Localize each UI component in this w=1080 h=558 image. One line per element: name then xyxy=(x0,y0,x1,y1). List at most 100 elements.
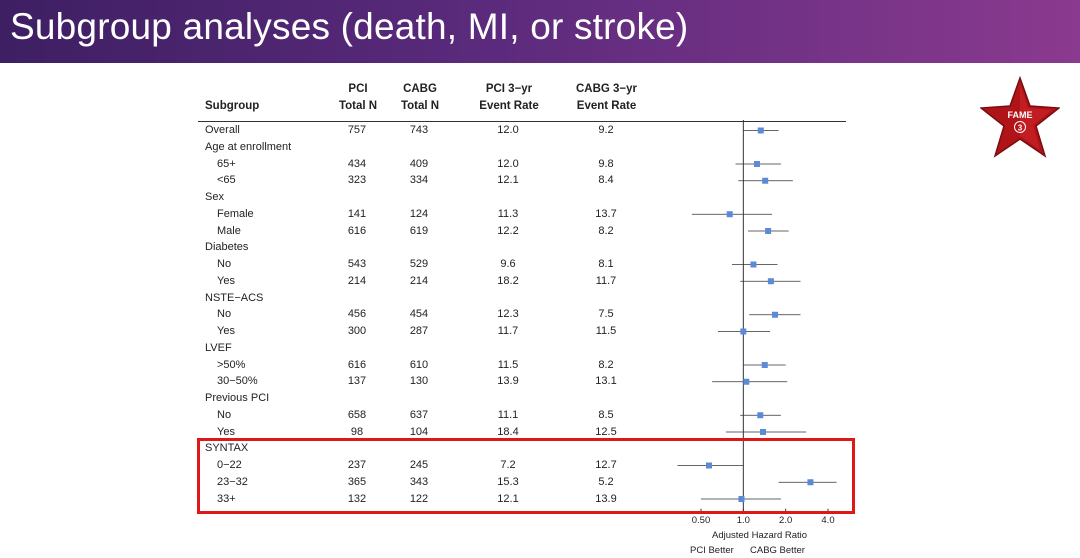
pci-event-rate-cell: 18.2 xyxy=(497,274,519,287)
cabg-event-rate-cell: 9.2 xyxy=(598,124,614,136)
header-cabg-n-line1: CABG xyxy=(403,83,437,95)
hazard-ratio-point xyxy=(753,161,760,167)
pci-total-n-cell: 757 xyxy=(347,124,367,136)
header-pci-rate-line1: PCI 3−yr xyxy=(485,83,533,95)
cabg-event-rate-cell: 12.7 xyxy=(595,459,617,471)
pci-total-n-cell: 616 xyxy=(347,358,367,371)
hazard-ratio-point xyxy=(760,429,767,435)
cabg-event-rate-cell: 8.2 xyxy=(598,224,614,237)
header-subgroup-text: Subgroup xyxy=(205,100,260,112)
subgroup-row-label: 65+ xyxy=(217,157,236,170)
cabg-total-n-cell: 610 xyxy=(409,358,429,371)
cabg-total-n-cell: 743 xyxy=(409,124,429,136)
x-tick-label: 0.50 xyxy=(692,515,711,526)
subgroup-heading: Age at enrollment xyxy=(205,140,292,153)
pci-event-rate-cell: 7.2 xyxy=(500,459,516,471)
subgroup-row-label: Male xyxy=(217,224,241,237)
x-tick-label: 2.0 xyxy=(779,515,792,526)
subgroup-row-label: Female xyxy=(217,207,254,220)
pci-event-rate-cell: 11.7 xyxy=(497,325,519,337)
cabg-event-rate-cell: 5.2 xyxy=(598,475,614,488)
subgroup-row-label: >50% xyxy=(217,358,246,371)
subgroup-heading: Sex xyxy=(205,191,224,203)
slide-title: Subgroup analyses (death, MI, or stroke) xyxy=(10,6,689,47)
x-tick-label: 4.0 xyxy=(821,515,834,526)
forest-plot: 0.50 1.0 2.0 4.0 xyxy=(677,120,837,526)
hazard-ratio-point xyxy=(757,412,764,419)
cabg-total-n-cell: 637 xyxy=(409,408,429,421)
pci-total-n-cell: 434 xyxy=(347,157,367,170)
header-cabg-rate-line1: CABG 3−yr xyxy=(575,83,638,95)
badge-number: 3 xyxy=(1018,124,1023,133)
subgroup-row-label: 33+ xyxy=(217,492,236,505)
hazard-ratio-point xyxy=(726,211,733,218)
hazard-ratio-point xyxy=(807,479,814,486)
cabg-event-rate-cell: 13.1 xyxy=(595,375,617,388)
fame3-star-badge: FAME 3 xyxy=(980,76,1060,158)
pci-total-n-cell: 300 xyxy=(347,325,367,337)
cabg-event-rate-cell: 13.7 xyxy=(595,207,617,220)
hazard-ratio-point xyxy=(765,228,772,234)
subgroup-row-label: No xyxy=(217,308,232,321)
hazard-ratio-point xyxy=(761,362,768,368)
cabg-event-rate-cell: 13.9 xyxy=(595,492,617,505)
pci-better-caption: PCI Better xyxy=(690,545,734,556)
pci-event-rate-cell: 11.1 xyxy=(497,408,519,421)
pci-total-n-cell: 141 xyxy=(347,207,367,220)
pci-event-rate-cell: 9.6 xyxy=(500,258,516,270)
header-pci-n-line1: PCI xyxy=(348,83,368,95)
subgroup-row-label: 30−50% xyxy=(217,375,258,388)
cabg-event-rate-cell: 8.4 xyxy=(598,174,614,187)
pci-event-rate-cell: 12.0 xyxy=(497,157,519,170)
cabg-total-n-cell: 334 xyxy=(409,174,429,187)
forest-xlabel: Adjusted Hazard Ratio xyxy=(712,530,808,541)
cabg-total-n-cell: 124 xyxy=(409,207,429,220)
header-subgroup: Subgroup xyxy=(205,98,259,115)
subgroup-row-label: Yes xyxy=(217,325,235,337)
subgroup-heading: NSTE−ACS xyxy=(205,291,264,304)
header-cabg-n-line2: Total N xyxy=(400,100,440,112)
subgroup-heading: Overall xyxy=(205,124,240,136)
cabg-total-n-cell: 529 xyxy=(409,258,429,270)
header-rule xyxy=(198,121,846,122)
hazard-ratio-point xyxy=(738,496,745,502)
cabg-event-rate-cell: 8.1 xyxy=(598,258,614,270)
hazard-ratio-point xyxy=(757,127,764,134)
hazard-ratio-point xyxy=(767,278,774,285)
cabg-event-rate-cell: 8.5 xyxy=(598,408,614,421)
hazard-ratio-point xyxy=(706,462,713,469)
pci-total-n-cell: 132 xyxy=(347,492,367,505)
subgroup-row-label: Yes xyxy=(217,274,235,287)
pci-event-rate-cell: 12.3 xyxy=(497,308,519,321)
subgroup-heading: Diabetes xyxy=(205,241,249,254)
pci-total-n-cell: 323 xyxy=(347,174,367,187)
subgroup-row-label: No xyxy=(217,408,232,421)
pci-event-rate-cell: 13.9 xyxy=(497,375,519,388)
cabg-total-n-cell: 130 xyxy=(409,375,429,388)
subgroup-row-label: Yes xyxy=(217,425,235,438)
header-pci-n-line2: Total N xyxy=(338,100,378,112)
cabg-total-n-cell: 122 xyxy=(409,492,429,505)
header-cabg-rate-line2: Event Rate xyxy=(576,100,637,112)
subgroup-row-label: 0−22 xyxy=(217,459,242,471)
pci-total-n-cell: 98 xyxy=(350,425,364,438)
hazard-ratio-point xyxy=(750,261,757,268)
pci-total-n-cell: 456 xyxy=(347,308,367,321)
pci-event-rate-cell: 12.1 xyxy=(497,174,519,187)
pci-event-rate-cell: 12.0 xyxy=(497,124,519,136)
pci-total-n-cell: 137 xyxy=(347,375,367,388)
pci-event-rate-cell: 11.3 xyxy=(497,207,519,220)
subgroup-heading: LVEF xyxy=(205,341,232,354)
header-pci-rate-line2: Event Rate xyxy=(479,100,539,112)
header-pci-n: PCI Total N xyxy=(318,81,398,115)
header-cabg-n: CABG Total N xyxy=(380,81,460,115)
cabg-event-rate-cell: 12.5 xyxy=(595,425,617,438)
pci-total-n-cell: 365 xyxy=(347,475,367,488)
pci-total-n-cell: 543 xyxy=(347,258,367,270)
subgroup-row-label: <65 xyxy=(217,174,236,187)
pci-total-n-cell: 214 xyxy=(347,274,367,287)
pci-event-rate-cell: 18.4 xyxy=(497,425,519,438)
hazard-ratio-point xyxy=(762,177,769,184)
cabg-total-n-cell: 245 xyxy=(409,459,429,471)
hazard-ratio-point xyxy=(740,328,747,335)
